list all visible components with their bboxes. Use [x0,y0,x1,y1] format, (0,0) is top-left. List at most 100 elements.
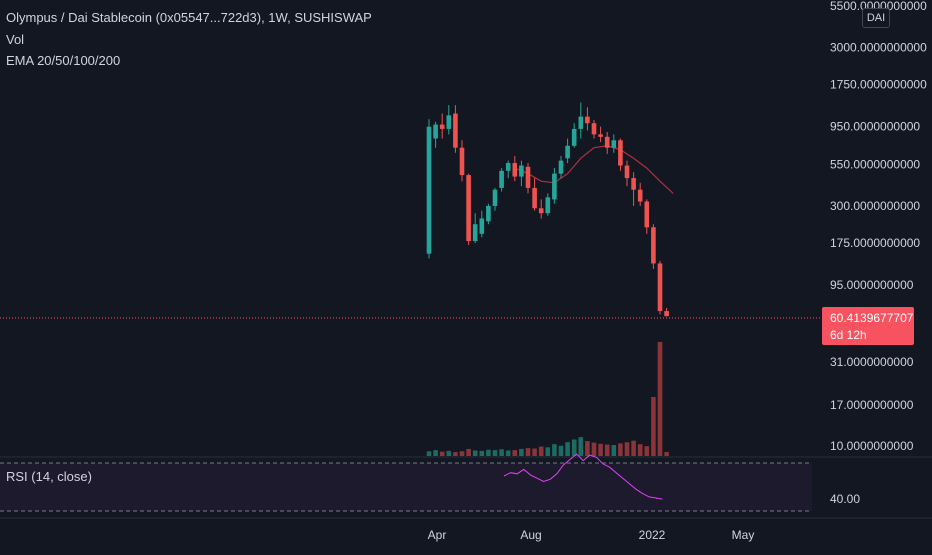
candle-body [585,116,590,124]
volume-bar [439,451,445,456]
volume-bar [486,449,491,456]
volume-bar [591,442,597,456]
volume-bar [657,341,663,456]
candle-body [657,263,663,312]
candle-body [525,166,531,188]
volume-legend[interactable]: Vol [6,32,25,47]
price-tick-label: 950.0000000000 [830,120,920,134]
candle-body [459,147,465,176]
volume-bar [611,444,617,456]
candle-body [532,187,537,209]
candle-body [505,163,511,171]
candle-body [453,113,458,148]
time-tick-label: Aug [520,528,541,542]
volume-tick-label: 10.0000000000 [830,439,914,453]
volume-bar [558,445,564,456]
candle-body [611,140,617,148]
candles [426,102,669,317]
candle-body [651,227,656,264]
price-tick-label: 175.0000000000 [830,236,920,250]
price-tick-label: 1750.0000000000 [830,78,927,92]
volume-bar [631,440,636,456]
candle-body [644,201,650,228]
rsi-legend[interactable]: RSI (14, close) [6,469,92,484]
volume-bar [618,443,623,456]
candle-body [439,124,445,129]
candle-body [426,126,432,254]
candle-body [519,165,524,177]
candle-body [664,311,669,317]
volume-bar [545,447,551,456]
volume-bar [598,443,603,456]
volume-bar [637,444,643,456]
volume-bar [512,450,518,456]
candle-body [591,123,597,135]
volume-bar [552,444,557,456]
candle-body [479,218,485,234]
candle-body [499,170,504,188]
rsi-line [503,453,663,500]
ema-curve [514,145,674,194]
candle-body [512,163,518,177]
volume-bars [426,341,669,456]
candle-body [578,116,584,129]
candle-body [446,115,452,129]
volume-bar [519,448,524,456]
candle-body [565,145,570,159]
candle-body [618,140,623,166]
volume-bar [446,450,452,456]
candle-body [492,189,498,206]
volume-bar [644,446,650,456]
candle-body [545,197,551,214]
time-tick-label: 2022 [639,528,666,542]
volume-bar [585,441,590,456]
volume-bar [492,450,498,456]
volume-bar [538,446,544,456]
candle-body [486,205,491,222]
price-tick-label: 5500.0000000000 [830,0,927,13]
volume-tick-label: 17.0000000000 [830,398,914,412]
candle-body [472,224,478,242]
volume-bar [466,448,471,456]
price-tick-label: 95.0000000000 [830,278,914,292]
price-tick-label: 550.0000000000 [830,157,920,171]
volume-bar [453,452,458,456]
volume-bar [651,397,656,456]
volume-bar [505,450,511,456]
volume-bar [459,451,465,456]
ema-legend[interactable]: EMA 20/50/100/200 [6,53,121,68]
volume-bar [525,448,531,456]
candle-body [433,124,438,139]
rsi-band [0,463,812,511]
rsi-curve [503,453,663,500]
volume-bar [565,442,570,456]
last-price-tag: 60.4139677707 6d 12h [822,307,914,345]
time-tick-label: May [732,528,755,542]
volume-bar [571,439,577,456]
ema-lines [514,145,674,194]
candle-body [624,165,630,179]
bar-countdown: 6d 12h [830,328,867,342]
candle-body [552,173,557,200]
price-tick-label: 3000.0000000000 [830,41,927,55]
volume-bar [532,448,537,456]
volume-bar [433,450,438,456]
symbol-title[interactable]: Olympus / Dai Stablecoin (0x05547...722d… [6,10,372,25]
volume-bar [426,451,432,456]
volume-bar [499,449,504,456]
price-tick-label: 300.0000000000 [830,199,920,213]
candle-body [598,134,603,137]
volume-bar [604,444,610,456]
candle-body [558,160,564,174]
rsi-tick-label: 40.00 [830,492,860,506]
time-tick-label: Apr [428,528,447,542]
currency-badge[interactable]: DAI [862,8,890,28]
candle-body [466,175,471,242]
candle-body [637,189,643,202]
candle-body [571,128,577,146]
volume-bar [664,452,669,456]
candle-body [604,136,610,148]
